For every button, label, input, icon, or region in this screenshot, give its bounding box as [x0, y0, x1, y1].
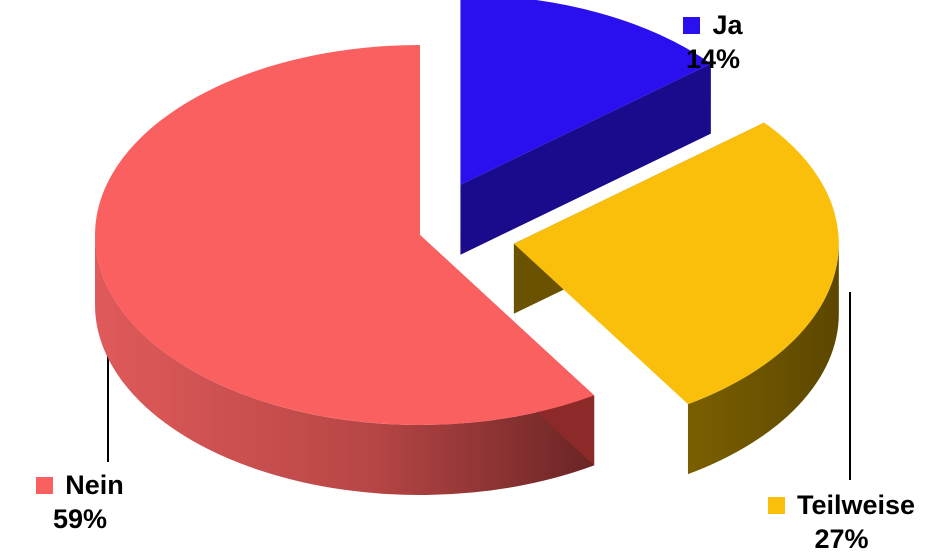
pie-side-teilweise	[687, 243, 839, 475]
pie-slice-teilweise	[513, 122, 839, 475]
pie-cut-ja	[460, 63, 711, 255]
teilweise-legend-swatch	[767, 496, 785, 514]
teilweise-percent: 27%	[814, 524, 869, 554]
pie-side-nein	[95, 235, 595, 496]
pie-slice-ja	[460, 0, 711, 255]
ja-legend-swatch	[683, 16, 701, 34]
ja-percent: 14%	[685, 44, 741, 74]
data-label-nein: Nein 59%	[10, 468, 150, 536]
nein-percent: 59%	[52, 504, 108, 534]
data-label-ja: Ja 14%	[648, 8, 778, 76]
pie-top-nein	[94, 45, 595, 425]
pie-slice-nein	[94, 45, 595, 496]
nein-label: Nein	[65, 470, 124, 500]
data-label-teilweise: Teilweise 27%	[752, 488, 931, 556]
teilweise-label: Teilweise	[796, 490, 916, 520]
pie-top-teilweise	[513, 122, 839, 405]
ja-label: Ja	[712, 10, 743, 40]
nein-legend-swatch	[36, 476, 54, 494]
pie-top-ja	[460, 0, 711, 185]
